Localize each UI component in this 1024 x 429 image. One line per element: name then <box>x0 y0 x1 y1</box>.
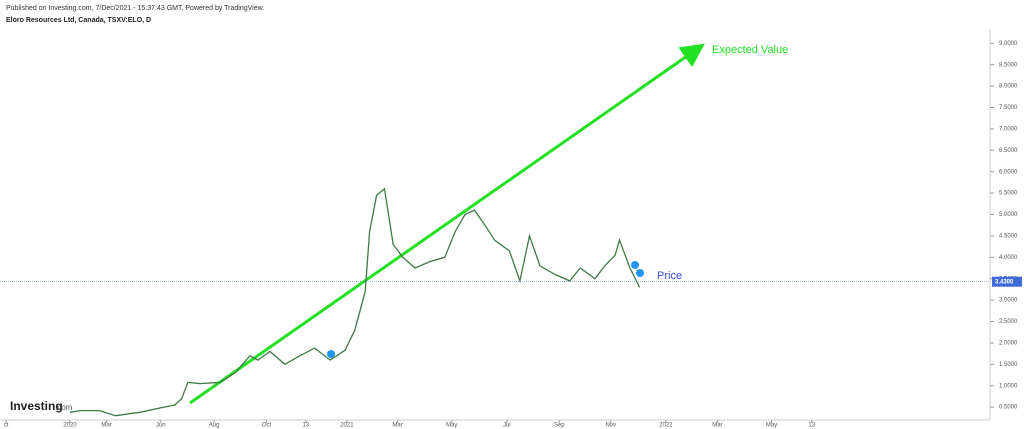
x-tick-label: Mar <box>712 423 722 429</box>
brand-suffix: .com <box>55 403 73 412</box>
x-tick-label: Jun <box>156 423 166 429</box>
y-tick-label: 0.5000 <box>999 405 1018 411</box>
brand-logo: Investing <box>10 399 63 413</box>
x-tick-label: May <box>766 423 777 429</box>
chart-title: Eloro Resources Ltd, Canada, TSXV:ELO, D <box>6 17 151 24</box>
y-tick-label: 7.0000 <box>999 126 1018 132</box>
x-tick-label: ct <box>4 423 9 429</box>
x-tick-label: Aug <box>209 423 220 429</box>
y-tick-label: 8.5000 <box>999 62 1018 68</box>
expected-value-arrow <box>189 43 705 405</box>
x-tick-label: 13 <box>302 423 309 429</box>
y-tick-label: 2.5000 <box>999 319 1018 325</box>
y-tick-label: 1.5000 <box>999 362 1018 368</box>
last-price-label: 3.4300 <box>995 279 1014 285</box>
x-tick-label: Sep <box>554 423 565 429</box>
annotation: Expected Value <box>712 44 788 56</box>
published-note: Published on Investing.com, 7/Dec/2021 -… <box>6 5 264 12</box>
y-tick-label: 5.0000 <box>999 212 1018 218</box>
x-tick-label: Mar <box>101 423 111 429</box>
annotation: Price <box>657 270 682 282</box>
x-tick-label: Nov <box>605 423 616 429</box>
y-tick-label: 2.0000 <box>999 341 1018 347</box>
y-tick-label: 3.0000 <box>999 298 1018 304</box>
x-tick-label: 13 <box>808 423 815 429</box>
y-tick-label: 7.5000 <box>999 105 1018 111</box>
y-tick-label: 4.5000 <box>999 233 1018 239</box>
x-tick-label: Mar <box>392 423 402 429</box>
y-tick-label: 6.0000 <box>999 169 1018 175</box>
x-tick-label: Jul <box>503 423 511 429</box>
y-tick-label: 5.5000 <box>999 191 1018 197</box>
y-tick-label: 9.0000 <box>999 41 1018 47</box>
event-marker[interactable] <box>631 261 639 269</box>
x-tick-label: 2020 <box>63 423 77 429</box>
y-tick-label: 6.5000 <box>999 148 1018 154</box>
x-tick-label: Oct <box>262 423 272 429</box>
x-tick-label: 2022 <box>659 423 673 429</box>
event-marker[interactable] <box>636 269 644 277</box>
y-tick-label: 1.0000 <box>999 383 1018 389</box>
x-tick-label: 2021 <box>340 423 354 429</box>
y-tick-label: 8.0000 <box>999 84 1018 90</box>
price-line <box>69 187 641 417</box>
event-marker[interactable] <box>327 350 335 358</box>
last-price-box <box>992 276 1022 287</box>
x-tick-label: May <box>446 423 457 429</box>
y-tick-label: 4.0000 <box>999 255 1018 261</box>
